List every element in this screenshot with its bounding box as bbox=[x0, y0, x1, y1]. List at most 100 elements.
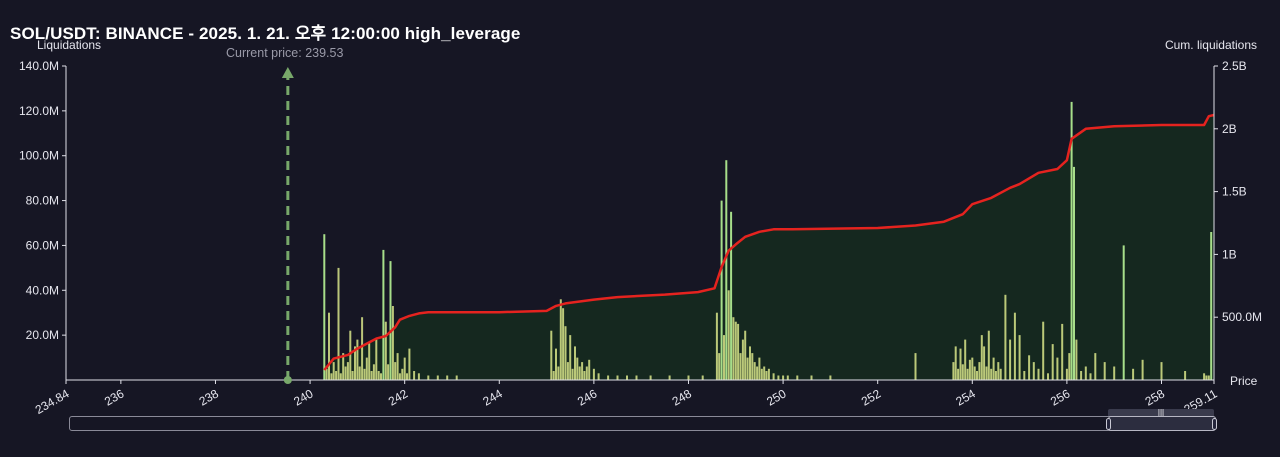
liquidation-bar bbox=[588, 359, 591, 380]
liquidation-bar bbox=[592, 368, 595, 380]
liquidation-bar bbox=[349, 330, 352, 380]
liquidation-bar bbox=[413, 371, 416, 380]
liquidation-bar bbox=[741, 339, 744, 380]
liquidation-bar bbox=[1073, 166, 1075, 380]
liquidation-bar bbox=[1051, 344, 1054, 380]
liquidation-bar bbox=[436, 375, 439, 380]
liquidation-bar bbox=[734, 321, 737, 380]
liquidation-bar bbox=[687, 375, 690, 380]
liquidation-bar bbox=[725, 160, 728, 380]
liquidation-bar bbox=[585, 366, 588, 380]
liquidation-bar bbox=[1094, 353, 1097, 380]
range-scrollbar-thumb[interactable] bbox=[1108, 416, 1216, 431]
liquidation-bar bbox=[751, 353, 754, 380]
scrollbar-grip-icon[interactable]: ||| bbox=[1108, 409, 1214, 417]
liquidation-bar bbox=[1132, 368, 1135, 380]
liquidation-bar bbox=[372, 364, 375, 380]
liquidation-bar bbox=[571, 368, 574, 380]
liquidation-bar bbox=[354, 346, 356, 380]
liquidation-bar bbox=[961, 364, 964, 380]
liquidation-bar bbox=[966, 368, 969, 380]
liquidation-bar bbox=[583, 371, 586, 380]
liquidation-bar bbox=[1103, 362, 1106, 380]
liquidation-bar bbox=[1023, 371, 1026, 380]
liquidation-bar bbox=[581, 362, 584, 380]
y-axis-label-right: Cum. liquidations bbox=[1164, 38, 1257, 52]
current-price-dot bbox=[283, 376, 292, 384]
liquidation-bar bbox=[337, 267, 340, 380]
liquidation-bar bbox=[756, 366, 759, 380]
liquidation-bar bbox=[408, 348, 411, 380]
liquidation-bar bbox=[760, 368, 763, 380]
range-left-handle[interactable] bbox=[1106, 418, 1111, 430]
liquidation-bar bbox=[1028, 355, 1031, 380]
liquidation-bar bbox=[389, 261, 392, 380]
liquidation-bar bbox=[992, 357, 995, 380]
liquidation-bar bbox=[1084, 366, 1087, 380]
y-tick-label: 40.0M bbox=[26, 283, 59, 297]
liquidation-bar bbox=[550, 330, 553, 380]
liquidation-bar bbox=[1061, 323, 1064, 380]
liquidation-bar bbox=[566, 362, 569, 380]
liquidation-bar bbox=[1065, 368, 1068, 380]
cumulative-area bbox=[324, 115, 1214, 380]
liquidation-bar bbox=[763, 366, 766, 380]
y2-tick-label: 1B bbox=[1222, 247, 1237, 261]
liquidation-bar bbox=[994, 371, 997, 380]
x-tick-label: 234.84 bbox=[33, 386, 72, 417]
liquidation-bar bbox=[574, 346, 576, 380]
liquidation-bar bbox=[396, 353, 399, 380]
liquidation-bar bbox=[767, 368, 770, 380]
range-right-handle[interactable] bbox=[1212, 418, 1217, 430]
liquidation-bar bbox=[701, 375, 704, 380]
liquidation-bar bbox=[323, 234, 326, 380]
x-tick-label: 242 bbox=[386, 386, 411, 408]
liquidation-bar bbox=[351, 371, 354, 380]
liquidation-bar bbox=[1210, 232, 1213, 380]
liquidation-bar bbox=[406, 373, 408, 380]
liquidation-bar bbox=[914, 353, 917, 380]
liquidation-bar bbox=[427, 375, 430, 380]
range-scrollbar-track[interactable] bbox=[69, 416, 1215, 431]
current-price-arrow-icon bbox=[281, 67, 294, 78]
liquidation-bar bbox=[959, 348, 962, 380]
liquidation-bar bbox=[1080, 371, 1083, 380]
liquidation-bar bbox=[344, 366, 347, 380]
x-axis-label: Price bbox=[1230, 374, 1258, 388]
liquidation-bar bbox=[1009, 339, 1012, 380]
liquidation-bar bbox=[978, 362, 981, 380]
cumulative-line bbox=[323, 113, 1215, 371]
liquidation-bar bbox=[957, 368, 960, 380]
liquidation-bar bbox=[964, 339, 967, 380]
chart-title: SOL/USDT: BINANCE - 2025. 1. 21. 오후 12:0… bbox=[10, 24, 521, 43]
liquidation-bar bbox=[325, 368, 328, 380]
liquidation-bar bbox=[417, 373, 420, 380]
x-tick-label: 250 bbox=[764, 386, 789, 408]
liquidation-bar bbox=[339, 373, 342, 380]
liquidation-bar bbox=[616, 375, 619, 380]
liquidation-bar bbox=[368, 341, 371, 380]
liquidation-bar bbox=[1042, 321, 1045, 380]
liquidation-bar bbox=[1141, 359, 1144, 380]
liquidation-bar bbox=[765, 371, 768, 380]
y-tick-label: 20.0M bbox=[26, 328, 59, 342]
liquidation-bar bbox=[330, 373, 333, 380]
liquidation-bar bbox=[1004, 294, 1007, 380]
liquidation-bar bbox=[1047, 373, 1049, 380]
x-tick-label: 248 bbox=[670, 386, 695, 408]
liquidation-bar bbox=[1184, 371, 1187, 380]
current-price-label: Current price: 239.53 bbox=[226, 46, 344, 60]
liquidation-bar bbox=[952, 362, 955, 380]
liquidation-bar bbox=[557, 366, 560, 380]
liquidation-bar bbox=[718, 353, 721, 380]
liquidation-bar bbox=[723, 335, 725, 380]
liquidation-bar bbox=[976, 371, 978, 380]
y2-tick-label: 2B bbox=[1222, 122, 1237, 136]
x-tick-label: 240 bbox=[291, 386, 316, 408]
y-tick-label: 120.0M bbox=[19, 104, 59, 118]
liquidation-bar bbox=[1122, 245, 1125, 380]
x-tick-label: 252 bbox=[859, 386, 884, 408]
liquidation-bars bbox=[323, 101, 1213, 381]
liquidation-bar bbox=[1013, 312, 1016, 380]
